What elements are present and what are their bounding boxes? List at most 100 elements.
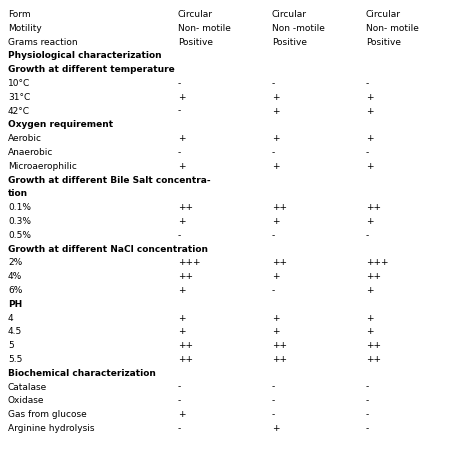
Text: +: + — [178, 410, 185, 419]
Text: Growth at different NaCl concentration: Growth at different NaCl concentration — [8, 245, 208, 254]
Text: ++: ++ — [178, 203, 193, 212]
Text: -: - — [178, 107, 181, 116]
Text: ++: ++ — [366, 272, 381, 281]
Text: -: - — [178, 79, 181, 88]
Text: -: - — [272, 286, 275, 295]
Text: +: + — [366, 286, 374, 295]
Text: Motility: Motility — [8, 24, 42, 33]
Text: -: - — [178, 148, 181, 157]
Text: Circular: Circular — [272, 10, 307, 19]
Text: +: + — [272, 272, 280, 281]
Text: -: - — [178, 231, 181, 240]
Text: ++: ++ — [178, 341, 193, 350]
Text: Growth at different Bile Salt concentra-: Growth at different Bile Salt concentra- — [8, 175, 210, 184]
Text: -: - — [366, 79, 369, 88]
Text: Gas from glucose: Gas from glucose — [8, 410, 87, 419]
Text: 5: 5 — [8, 341, 14, 350]
Text: -: - — [366, 148, 369, 157]
Text: Positive: Positive — [178, 37, 213, 46]
Text: -: - — [272, 410, 275, 419]
Text: +: + — [272, 134, 280, 143]
Text: PH: PH — [8, 300, 22, 309]
Text: +: + — [178, 217, 185, 226]
Text: 42°C: 42°C — [8, 107, 30, 116]
Text: ++: ++ — [366, 203, 381, 212]
Text: Growth at different temperature: Growth at different temperature — [8, 65, 175, 74]
Text: Aerobic: Aerobic — [8, 134, 42, 143]
Text: -: - — [366, 424, 369, 433]
Text: Positive: Positive — [272, 37, 307, 46]
Text: +: + — [272, 93, 280, 102]
Text: -: - — [366, 231, 369, 240]
Text: 4%: 4% — [8, 272, 22, 281]
Text: Anaerobic: Anaerobic — [8, 148, 54, 157]
Text: Grams reaction: Grams reaction — [8, 37, 78, 46]
Text: -: - — [178, 383, 181, 392]
Text: 0.5%: 0.5% — [8, 231, 31, 240]
Text: Biochemical characterization: Biochemical characterization — [8, 369, 156, 378]
Text: +: + — [366, 134, 374, 143]
Text: +: + — [272, 424, 280, 433]
Text: Non- motile: Non- motile — [178, 24, 231, 33]
Text: 0.1%: 0.1% — [8, 203, 31, 212]
Text: tion: tion — [8, 190, 28, 199]
Text: 5.5: 5.5 — [8, 355, 22, 364]
Text: ++: ++ — [272, 258, 287, 267]
Text: Arginine hydrolysis: Arginine hydrolysis — [8, 424, 94, 433]
Text: 10°C: 10°C — [8, 79, 30, 88]
Text: -: - — [178, 396, 181, 405]
Text: 2%: 2% — [8, 258, 22, 267]
Text: Non -motile: Non -motile — [272, 24, 325, 33]
Text: ++: ++ — [272, 341, 287, 350]
Text: Oxygen requirement: Oxygen requirement — [8, 120, 113, 129]
Text: +: + — [272, 107, 280, 116]
Text: -: - — [272, 231, 275, 240]
Text: Positive: Positive — [366, 37, 401, 46]
Text: ++: ++ — [272, 203, 287, 212]
Text: +: + — [178, 93, 185, 102]
Text: Catalase: Catalase — [8, 383, 47, 392]
Text: 4.5: 4.5 — [8, 328, 22, 337]
Text: ++: ++ — [366, 341, 381, 350]
Text: 0.3%: 0.3% — [8, 217, 31, 226]
Text: -: - — [272, 396, 275, 405]
Text: +: + — [366, 93, 374, 102]
Text: Non- motile: Non- motile — [366, 24, 419, 33]
Text: +: + — [272, 162, 280, 171]
Text: +: + — [272, 314, 280, 323]
Text: +: + — [178, 314, 185, 323]
Text: Physiological characterization: Physiological characterization — [8, 51, 162, 60]
Text: +++: +++ — [366, 258, 389, 267]
Text: +: + — [366, 217, 374, 226]
Text: +: + — [366, 314, 374, 323]
Text: Microaerophilic: Microaerophilic — [8, 162, 77, 171]
Text: +: + — [366, 107, 374, 116]
Text: Circular: Circular — [366, 10, 401, 19]
Text: +++: +++ — [178, 258, 201, 267]
Text: 4: 4 — [8, 314, 14, 323]
Text: -: - — [366, 383, 369, 392]
Text: +: + — [272, 217, 280, 226]
Text: +: + — [178, 162, 185, 171]
Text: 31°C: 31°C — [8, 93, 30, 102]
Text: -: - — [178, 424, 181, 433]
Text: Circular: Circular — [178, 10, 213, 19]
Text: ++: ++ — [366, 355, 381, 364]
Text: ++: ++ — [178, 272, 193, 281]
Text: -: - — [272, 383, 275, 392]
Text: +: + — [178, 134, 185, 143]
Text: +: + — [366, 328, 374, 337]
Text: -: - — [366, 396, 369, 405]
Text: Oxidase: Oxidase — [8, 396, 45, 405]
Text: +: + — [272, 328, 280, 337]
Text: 6%: 6% — [8, 286, 22, 295]
Text: +: + — [178, 286, 185, 295]
Text: Form: Form — [8, 10, 31, 19]
Text: ++: ++ — [178, 355, 193, 364]
Text: -: - — [272, 79, 275, 88]
Text: +: + — [366, 162, 374, 171]
Text: -: - — [272, 148, 275, 157]
Text: -: - — [366, 410, 369, 419]
Text: ++: ++ — [272, 355, 287, 364]
Text: +: + — [178, 328, 185, 337]
